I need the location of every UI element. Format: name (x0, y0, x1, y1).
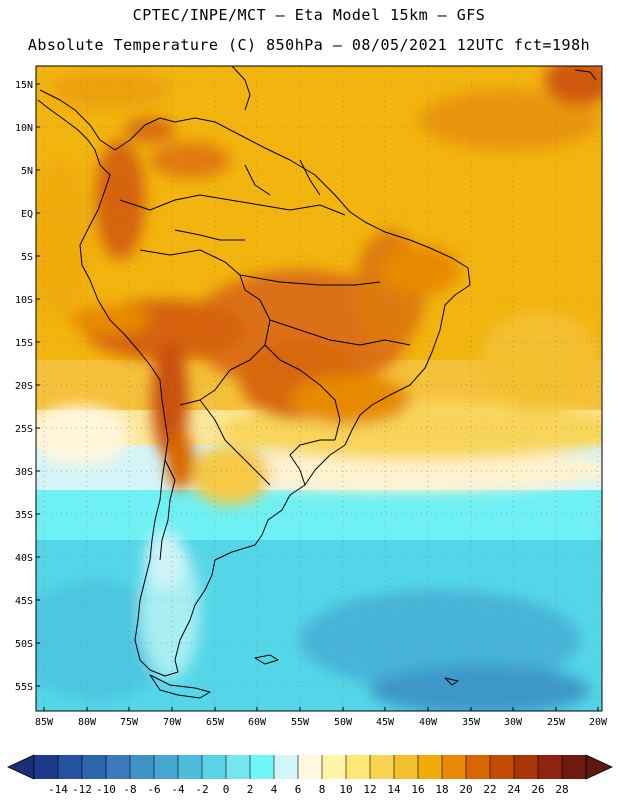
lon-label: 70W (163, 717, 182, 728)
colorbar-swatch (250, 755, 275, 779)
lat-label: 55S (15, 682, 33, 693)
colorbar-swatch (106, 755, 131, 779)
lat-label: 30S (15, 467, 33, 478)
lon-label: 35W (462, 717, 481, 728)
colorbar-label: -14 (48, 783, 68, 796)
colorbar-label: -12 (72, 783, 92, 796)
colorbar-swatch (490, 755, 515, 779)
lat-label: 15S (15, 338, 33, 349)
colorbar-swatch (34, 755, 59, 779)
colorbar-swatch (538, 755, 563, 779)
colorbar-label: 4 (271, 783, 278, 796)
lat-label: 5S (21, 252, 33, 263)
colorbar-label: 24 (507, 783, 521, 796)
colorbar-label: -6 (147, 783, 160, 796)
colorbar-swatch (58, 755, 83, 779)
lon-label: 30W (504, 717, 523, 728)
map-subtitle: Absolute Temperature (C) 850hPa – 08/05/… (27, 36, 591, 54)
colorbar-swatch (466, 755, 491, 779)
map-title: CPTEC/INPE/MCT – Eta Model 15km – GFS (132, 6, 486, 24)
lon-label: 55W (291, 717, 310, 728)
colorbar-label: 12 (363, 783, 376, 796)
colorbar-swatch (562, 755, 587, 779)
lon-label: 25W (547, 717, 566, 728)
colorbar-label: 18 (435, 783, 448, 796)
lon-label: 80W (78, 717, 97, 728)
colorbar-swatch (514, 755, 539, 779)
lat-label: EQ (21, 209, 33, 220)
lat-label: 15N (15, 80, 33, 91)
colorbar-swatch (298, 755, 323, 779)
map-frame (35, 65, 603, 712)
colorbar-label: -4 (171, 783, 185, 796)
lon-label: 45W (376, 717, 395, 728)
colorbar-swatch (274, 755, 299, 779)
colorbar-label: 10 (339, 783, 352, 796)
temperature-field (36, 66, 602, 711)
colorbar-low-arrow (7, 754, 35, 780)
colorbar-swatch (418, 755, 443, 779)
colorbar-label: -8 (123, 783, 136, 796)
lat-label: 10N (15, 123, 33, 134)
lat-label: 45S (15, 596, 33, 607)
colorbar-label: 20 (459, 783, 472, 796)
colorbar-label: 26 (531, 783, 544, 796)
lat-label: 35S (15, 510, 33, 521)
lat-label: 25S (15, 424, 33, 435)
colorbar-label: 16 (411, 783, 424, 796)
colorbar-swatch (202, 755, 227, 779)
lon-label: 40W (419, 717, 438, 728)
colorbar-label: 6 (295, 783, 302, 796)
lat-label: 5N (21, 166, 33, 177)
colorbar-swatch (82, 755, 107, 779)
colorbar-label: 14 (387, 783, 401, 796)
lon-label: 20W (589, 717, 608, 728)
colorbar-label: 28 (555, 783, 568, 796)
lon-label: 65W (206, 717, 225, 728)
lat-label: 20S (15, 381, 33, 392)
colorbar-label: 0 (223, 783, 230, 796)
colorbar-swatch (154, 755, 179, 779)
colorbar-high-arrow (585, 754, 613, 780)
lat-label: 50S (15, 639, 33, 650)
colorbar-swatch (346, 755, 371, 779)
colorbar-label: 2 (247, 783, 254, 796)
lon-label: 75W (120, 717, 139, 728)
colorbar-label: -10 (96, 783, 116, 796)
colorbar-swatch (130, 755, 155, 779)
colorbar-swatch (370, 755, 395, 779)
lon-label: 60W (248, 717, 267, 728)
lon-label: 50W (334, 717, 353, 728)
colorbar-label: -2 (195, 783, 208, 796)
lat-label: 40S (15, 553, 33, 564)
colorbar-swatch (442, 755, 467, 779)
colorbar-swatch (322, 755, 347, 779)
colorbar-swatch (394, 755, 419, 779)
lat-label: 10S (15, 295, 33, 306)
colorbar-label: 8 (319, 783, 326, 796)
colorbar-swatch (226, 755, 251, 779)
lon-label: 85W (35, 717, 54, 728)
colorbar-swatch (178, 755, 203, 779)
colorbar-label: 22 (483, 783, 496, 796)
coastlines (37, 66, 597, 699)
colorbar: -14 -12 -10 -8 -6 -4 -2 0 2 4 6 8 10 12 14 16 18 20 22 24 26… (7, 754, 613, 796)
